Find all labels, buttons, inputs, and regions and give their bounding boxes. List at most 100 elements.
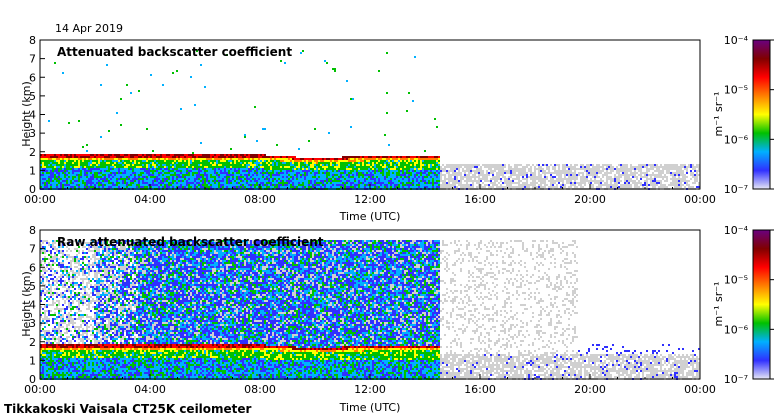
heatmap-cell	[126, 182, 128, 184]
heatmap-cell	[84, 162, 86, 164]
heatmap-cell	[238, 184, 240, 186]
heatmap-cell	[42, 180, 44, 182]
heatmap-cell	[392, 166, 394, 168]
heatmap-cell	[454, 178, 456, 180]
heatmap-cell	[612, 170, 614, 172]
heatmap-cell	[256, 176, 258, 178]
heatmap-cell	[274, 174, 276, 176]
heatmap-cell	[232, 170, 234, 172]
heatmap-cell	[92, 164, 94, 166]
heatmap-cell	[272, 166, 274, 168]
heatmap-cell	[104, 176, 106, 178]
heatmap-cell	[78, 162, 80, 164]
heatmap-cell	[86, 154, 88, 156]
heatmap-cell	[602, 170, 604, 172]
heatmap-cell	[696, 186, 698, 188]
heatmap-cell	[60, 178, 62, 180]
heatmap-cell	[88, 158, 90, 160]
heatmap-cell	[634, 180, 636, 182]
heatmap-cell	[160, 156, 162, 158]
heatmap-cell	[546, 166, 548, 168]
heatmap-cell	[688, 164, 690, 166]
heatmap-cell	[58, 186, 60, 188]
heatmap-cell	[624, 180, 626, 182]
heatmap-cell	[62, 184, 64, 186]
heatmap-cell	[532, 178, 534, 180]
heatmap-cell	[406, 184, 408, 186]
heatmap-cell	[158, 160, 160, 162]
heatmap-cell	[138, 174, 140, 176]
heatmap-cell	[258, 154, 260, 156]
heatmap-cell	[278, 184, 280, 186]
heatmap-cell	[652, 186, 654, 188]
heatmap-cell	[678, 176, 680, 178]
heatmap-cell	[164, 176, 166, 178]
heatmap-cell	[212, 166, 214, 168]
heatmap-cell	[212, 160, 214, 162]
heatmap-cell	[52, 180, 54, 182]
heatmap-cell	[396, 158, 398, 160]
heatmap-cell	[90, 176, 92, 178]
heatmap-cell	[186, 178, 188, 180]
heatmap-cell	[148, 176, 150, 178]
heatmap-cell	[508, 166, 510, 168]
heatmap-cell	[422, 172, 424, 174]
heatmap-cell	[262, 166, 264, 168]
heatmap-cell	[120, 176, 122, 178]
heatmap-cell	[530, 174, 532, 176]
heatmap-cell	[606, 174, 608, 176]
heatmap-cell	[354, 176, 356, 178]
heatmap-cell	[638, 182, 640, 184]
heatmap-cell	[610, 168, 612, 170]
heatmap-cell	[492, 174, 494, 176]
heatmap-cell	[412, 166, 414, 168]
heatmap-cell	[620, 166, 622, 168]
heatmap-cell	[224, 172, 226, 174]
heatmap-cell	[100, 158, 102, 160]
heatmap-cell	[226, 166, 228, 168]
heatmap-cell	[656, 166, 658, 168]
heatmap-cell	[462, 178, 464, 180]
heatmap-cell	[498, 170, 500, 172]
heatmap-cell	[478, 174, 480, 176]
heatmap-cell	[148, 170, 150, 172]
heatmap-cell	[176, 158, 178, 160]
heatmap-cell	[160, 178, 162, 180]
heatmap-cell	[318, 164, 320, 166]
heatmap-cell	[240, 160, 242, 162]
heatmap-cell	[326, 160, 328, 162]
heatmap-cell	[160, 162, 162, 164]
heatmap-cell	[42, 184, 44, 186]
heatmap-cell	[290, 178, 292, 180]
heatmap-cell	[52, 164, 54, 166]
heatmap-cell	[124, 154, 126, 156]
heatmap-cell	[236, 178, 238, 180]
heatmap-cell	[216, 156, 218, 158]
heatmap-cell	[174, 162, 176, 164]
heatmap-cell	[224, 184, 226, 186]
heatmap-cell	[154, 176, 156, 178]
heatmap-cell	[164, 180, 166, 182]
heatmap-cell	[214, 184, 216, 186]
heatmap-cell	[54, 154, 56, 156]
heatmap-cell	[454, 164, 456, 166]
heatmap-cell	[556, 178, 558, 180]
heatmap-cell	[350, 98, 352, 100]
heatmap-cell	[120, 186, 122, 188]
heatmap-cell	[580, 182, 582, 184]
heatmap-cell	[640, 176, 642, 178]
heatmap-cell	[256, 170, 258, 172]
heatmap-cell	[278, 176, 280, 178]
heatmap-cell	[564, 170, 566, 172]
heatmap-cell	[106, 168, 108, 170]
heatmap-cell	[64, 180, 66, 182]
heatmap-cell	[44, 176, 46, 178]
heatmap-cell	[62, 154, 64, 156]
heatmap-cell	[46, 170, 48, 172]
heatmap-cell	[82, 146, 84, 148]
heatmap-cell	[120, 124, 122, 126]
heatmap-cell	[74, 164, 76, 166]
heatmap-cell	[402, 182, 404, 184]
heatmap-cell	[364, 184, 366, 186]
heatmap-cell	[412, 178, 414, 180]
